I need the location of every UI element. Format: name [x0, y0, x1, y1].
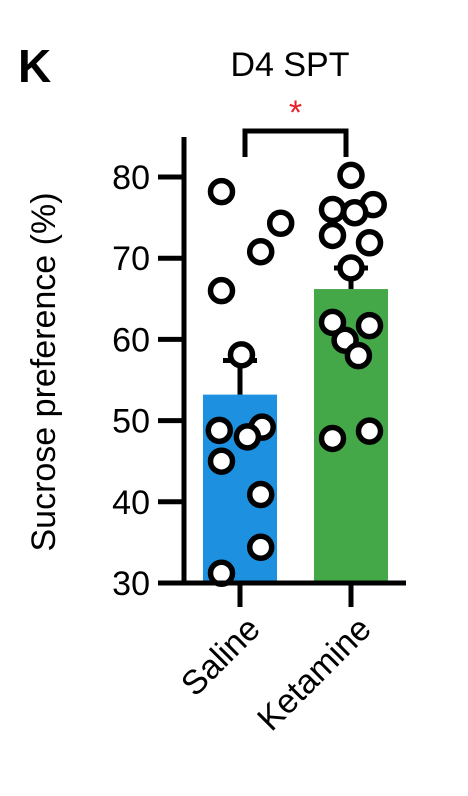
data-point-saline	[246, 480, 275, 509]
data-point-saline	[227, 341, 256, 369]
y-tick-label-60: 60	[112, 321, 150, 359]
data-point-ketamine	[355, 229, 384, 257]
y-tick-label-30: 30	[112, 565, 150, 603]
panel-label: K	[18, 40, 51, 92]
y-tick-label-40: 40	[112, 484, 150, 522]
data-point-ketamine	[337, 161, 365, 190]
data-point-ketamine	[337, 254, 365, 282]
data-point-saline	[246, 237, 275, 266]
data-point-ketamine	[318, 424, 347, 453]
y-tick-label-50: 50	[112, 403, 150, 441]
y-axis-label: Sucrose preference (%)	[25, 192, 63, 551]
x-tick-label-saline: Saline	[174, 610, 268, 704]
data-point-ketamine	[318, 308, 347, 337]
data-point-ketamine	[318, 221, 347, 250]
data-point-ketamine	[355, 417, 384, 445]
data-point-saline	[207, 447, 236, 475]
data-point-ketamine	[344, 341, 373, 370]
data-point-saline	[246, 533, 275, 562]
data-points-group	[205, 161, 387, 588]
data-point-ketamine	[355, 311, 384, 340]
data-point-saline	[233, 423, 262, 451]
data-point-saline	[205, 416, 234, 445]
significance-marker: *	[289, 94, 302, 132]
y-tick-label-70: 70	[112, 240, 150, 278]
y-tick-label-80: 80	[112, 159, 150, 197]
significance-bracket	[242, 128, 349, 157]
data-point-ketamine	[318, 195, 347, 224]
chart-title: D4 SPT	[230, 46, 349, 84]
data-point-saline	[266, 209, 295, 238]
significance-group: *	[242, 94, 349, 157]
data-point-ketamine	[340, 198, 369, 227]
data-point-saline	[207, 177, 236, 206]
x-tick-label-ketamine: Ketamine	[250, 610, 378, 738]
data-point-saline	[207, 276, 236, 305]
